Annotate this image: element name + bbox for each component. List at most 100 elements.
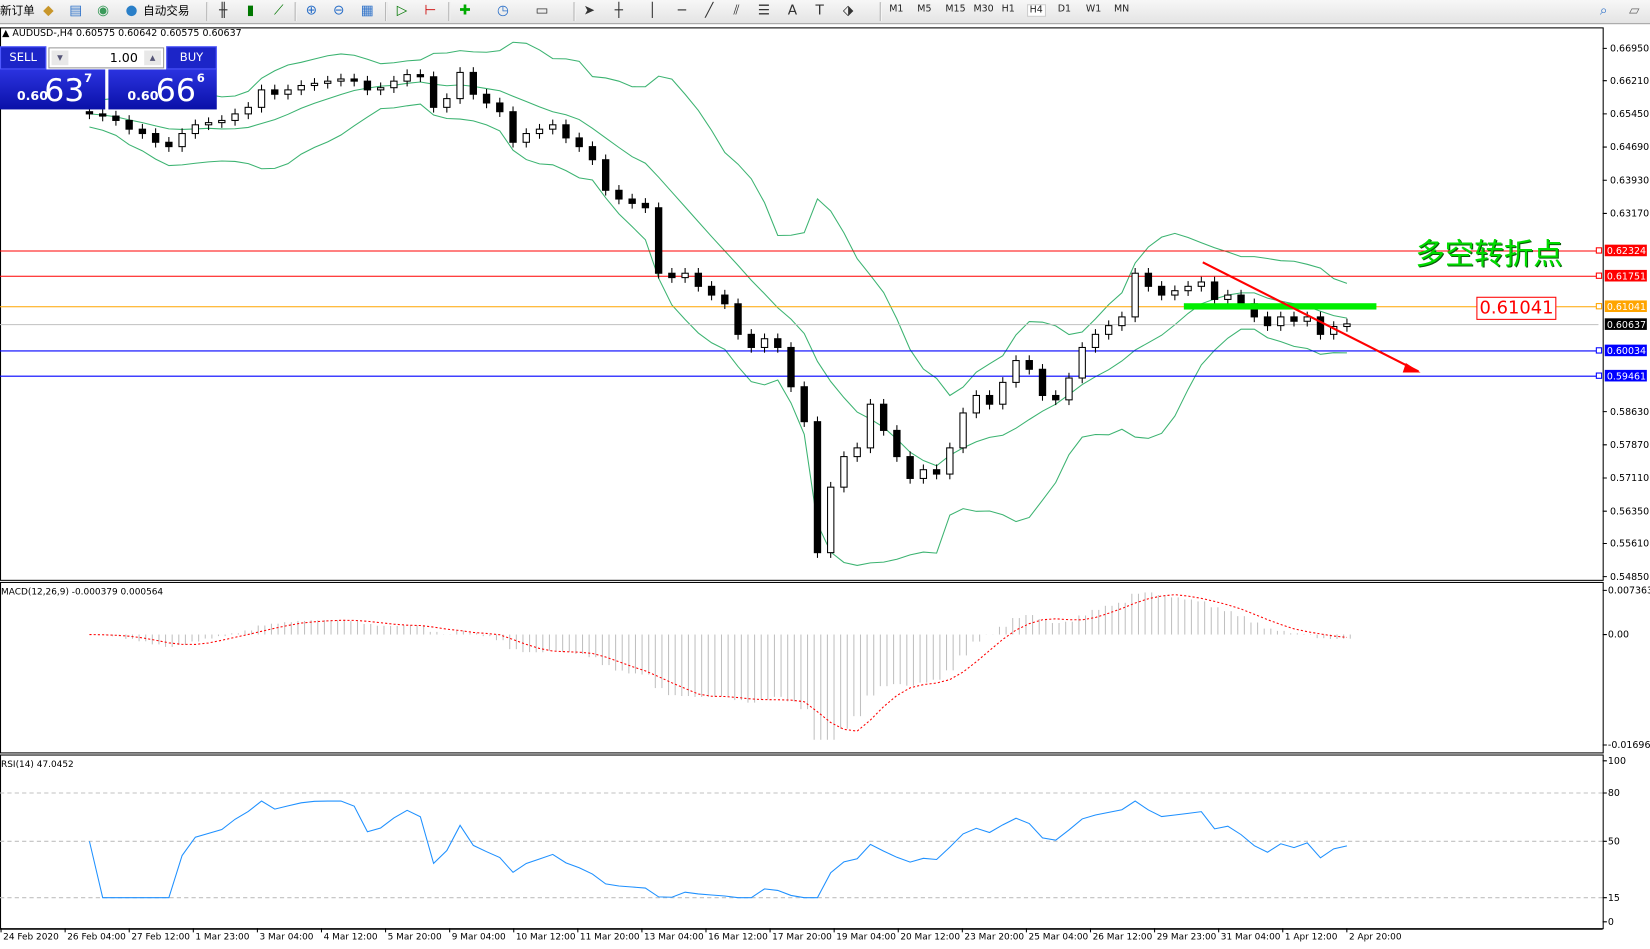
period-m5-button[interactable]: M5 <box>917 4 932 15</box>
candle-body <box>1091 333 1100 348</box>
candle-body <box>522 133 530 143</box>
fibonacci-icon[interactable]: ☰ <box>757 3 771 19</box>
time-tick-label: 16 Mar 12:00 <box>708 933 768 943</box>
candle-body <box>959 412 967 449</box>
lot-decrease-button[interactable]: ▼ <box>51 50 69 66</box>
candle-body <box>1224 294 1232 300</box>
green-zone-bar <box>1183 303 1377 310</box>
time-tick-label: 10 Mar 12:00 <box>516 933 576 943</box>
time-tick-label: 27 Feb 12:00 <box>131 933 190 943</box>
market-watch-icon[interactable]: ◆ <box>43 3 54 19</box>
price-label-bg <box>1604 344 1647 357</box>
period-mn-button[interactable]: MN <box>1113 4 1130 15</box>
signals-icon[interactable]: ◉ <box>97 3 110 19</box>
candle-body <box>443 98 451 108</box>
candle-body <box>1104 325 1113 335</box>
chat-icon[interactable]: ▱ <box>1628 3 1640 19</box>
auto-trading-button[interactable]: 自动交易 <box>143 4 190 18</box>
price-label-0.62324: 0.62324 <box>1607 246 1646 257</box>
macd-tick-label: 0.007363 <box>1608 585 1650 596</box>
period-m15-button[interactable]: M15 <box>945 4 966 15</box>
time-tick-label: 13 Mar 04:00 <box>644 933 704 943</box>
rsi-tick-label: 100 <box>1608 756 1626 767</box>
candle-body <box>800 386 808 423</box>
vertical-line-icon[interactable]: │ <box>648 3 657 19</box>
crosshair-icon[interactable]: ┼ <box>614 3 623 19</box>
trend-arrow-line <box>1202 261 1419 373</box>
zoom-out-icon[interactable]: ⊖ <box>333 3 345 19</box>
navigator-icon[interactable]: ▤ <box>69 3 83 19</box>
candle-body <box>827 486 835 554</box>
periods-icon[interactable]: ◷ <box>497 3 509 19</box>
equidistant-channel-icon[interactable]: ⫽ <box>733 3 740 19</box>
price-tick-label: 0.58630 <box>1610 407 1649 418</box>
candle-body <box>734 303 742 335</box>
text-icon[interactable]: A <box>787 3 798 19</box>
buy-price[interactable]: 0.60 66 6 <box>108 69 217 110</box>
time-tick-label: 24 Feb 2020 <box>3 933 59 943</box>
lot-size-stepper[interactable]: ▼ 1.00 ▲ <box>48 47 165 69</box>
time-tick-label: 11 Mar 20:00 <box>580 933 640 943</box>
candle-body <box>1303 316 1311 322</box>
macd-title: MACD(12,26,9) -0.000379 0.000564 <box>1 588 163 598</box>
candle-body <box>178 133 186 148</box>
period-w1-button[interactable]: W1 <box>1085 4 1102 15</box>
candle-body <box>641 202 650 209</box>
candle-body <box>1012 360 1020 383</box>
candle-body <box>893 429 901 458</box>
lot-increase-button[interactable]: ▲ <box>144 50 162 66</box>
horizontal-line-handle <box>1595 272 1603 279</box>
search-icon[interactable]: ⌕ <box>1599 3 1608 19</box>
text-label-icon[interactable]: T <box>815 3 824 19</box>
period-h4-button[interactable]: H4 <box>1026 4 1046 17</box>
candle-body <box>350 78 358 82</box>
candle-body <box>1210 281 1219 300</box>
sell-button[interactable]: SELL <box>0 46 47 70</box>
chart-shift-icon[interactable]: ⊢ <box>424 3 437 19</box>
trendline-icon[interactable]: ╱ <box>705 3 714 19</box>
indicators-icon[interactable]: ✚ <box>459 3 471 19</box>
candle-body <box>1184 285 1192 292</box>
bollinger-lower-band <box>89 103 1347 566</box>
period-m30-button[interactable]: M30 <box>973 4 994 15</box>
candle-body <box>985 394 994 405</box>
candle-body <box>999 381 1007 405</box>
candle-body <box>694 272 703 287</box>
candle-body <box>1038 368 1047 397</box>
autoscroll-icon[interactable]: ▷ <box>396 3 408 19</box>
time-tick-label: 26 Feb 04:00 <box>67 933 126 943</box>
price-label-0.60034: 0.60034 <box>1607 346 1646 357</box>
candle-body <box>1277 316 1285 327</box>
price-label-0.60637: 0.60637 <box>1607 320 1646 331</box>
tile-windows-icon[interactable]: ▦ <box>360 3 374 19</box>
arrows-icon[interactable]: ⬗ <box>842 3 854 19</box>
zoom-in-icon[interactable]: ⊕ <box>305 3 318 19</box>
rsi-tick-label: 15 <box>1608 893 1620 904</box>
auto-trading-icon[interactable]: ● <box>125 3 138 19</box>
new-order-button[interactable]: 新订单 <box>0 4 35 18</box>
line-chart-icon[interactable]: ⟋ <box>274 3 284 19</box>
price-tick-label: 0.57110 <box>1610 473 1649 484</box>
buy-button[interactable]: BUY <box>166 46 217 70</box>
horizontal-line-icon[interactable]: ─ <box>677 3 687 19</box>
templates-icon[interactable]: ▭ <box>535 3 549 19</box>
rsi-tick-label: 50 <box>1608 836 1620 847</box>
price-tick-label: 0.54850 <box>1610 572 1649 583</box>
period-d1-button[interactable]: D1 <box>1057 4 1072 15</box>
period-h1-button[interactable]: H1 <box>1001 4 1015 15</box>
candle-body <box>1025 360 1033 370</box>
candle-body <box>1118 316 1126 327</box>
sell-price[interactable]: 0.60 63 7 <box>0 69 106 110</box>
candlestick-icon[interactable]: ▮ <box>246 3 255 19</box>
cursor-icon[interactable]: ➤ <box>583 3 596 19</box>
price-label-bg <box>1604 318 1647 330</box>
macd-tick-label: -0.01696 <box>1608 740 1650 751</box>
bar-chart-icon[interactable]: ╫ <box>218 3 228 19</box>
period-m1-button[interactable]: M1 <box>889 4 904 15</box>
lot-size-input[interactable]: 1.00 <box>109 50 138 66</box>
pane-frame-1 <box>0 581 1604 754</box>
candle-body <box>257 89 266 108</box>
rsi-title: RSI(14) 47.0452 <box>1 760 74 770</box>
trend-arrow-head <box>1402 363 1421 373</box>
